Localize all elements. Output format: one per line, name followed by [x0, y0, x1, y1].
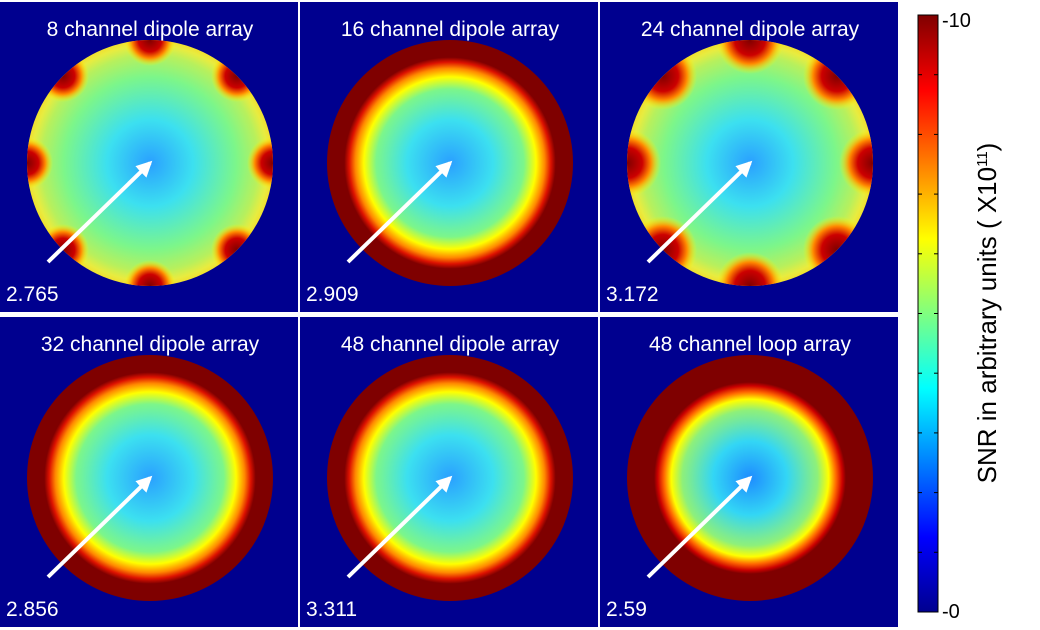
panel-3: 24 channel dipole array 3.172 [600, 2, 898, 312]
panel-title: 8 channel dipole array [47, 18, 254, 41]
colorbar-bottom-label: -0 [942, 601, 960, 623]
hotspot [124, 40, 176, 66]
hotspot [124, 260, 176, 286]
hotspot [716, 252, 784, 286]
panel-value: 3.311 [306, 598, 357, 621]
hotspot [27, 137, 53, 189]
hotspot [839, 129, 873, 197]
panel-6: 48 channel loop array 2.59 [600, 317, 898, 627]
radial-arrow [646, 475, 753, 579]
panel-value: 2.59 [606, 598, 647, 621]
panel-value: 2.856 [6, 598, 59, 621]
panel-title: 32 channel dipole array [41, 333, 260, 356]
panel-value: 2.765 [6, 283, 59, 306]
panel-title: 48 channel loop array [649, 333, 851, 356]
colorbar-label-main: SNR in arbitrary units ( X10 [972, 167, 1002, 483]
colorbar-ticks [918, 74, 938, 553]
panel-2: 16 channel dipole array 2.909 [300, 2, 598, 312]
radial-arrow [46, 160, 153, 264]
panel-title: 24 channel dipole array [641, 18, 860, 41]
hotspot [627, 129, 661, 197]
panel-grid: 8 channel dipole array 2.765 16 channel di… [0, 2, 898, 627]
colorbar-top-label: -10 [942, 10, 971, 32]
colorbar-label-close: ) [972, 143, 1002, 152]
panel-value: 3.172 [606, 283, 659, 306]
radial-arrow [346, 475, 453, 579]
colorbar-label-exponent: 11 [974, 151, 991, 167]
panel-value: 2.909 [306, 283, 359, 306]
panel-title: 16 channel dipole array [341, 18, 560, 41]
colorbar-axis-label: SNR in arbitrary units ( X1011) [972, 143, 1002, 484]
panel-title: 48 channel dipole array [341, 333, 560, 356]
hotspot [247, 137, 273, 189]
radial-arrow [646, 160, 753, 264]
panel-4: 32 channel dipole array 2.856 [0, 317, 298, 627]
colorbar: -10 -0 SNR in arbitrary units ( X1011) [917, 10, 1002, 623]
panel-1: 8 channel dipole array 2.765 [0, 2, 298, 312]
panel-5: 48 channel dipole array 3.311 [300, 317, 598, 627]
radial-arrow [46, 475, 153, 579]
hotspot [716, 40, 784, 74]
radial-arrow [346, 160, 453, 264]
